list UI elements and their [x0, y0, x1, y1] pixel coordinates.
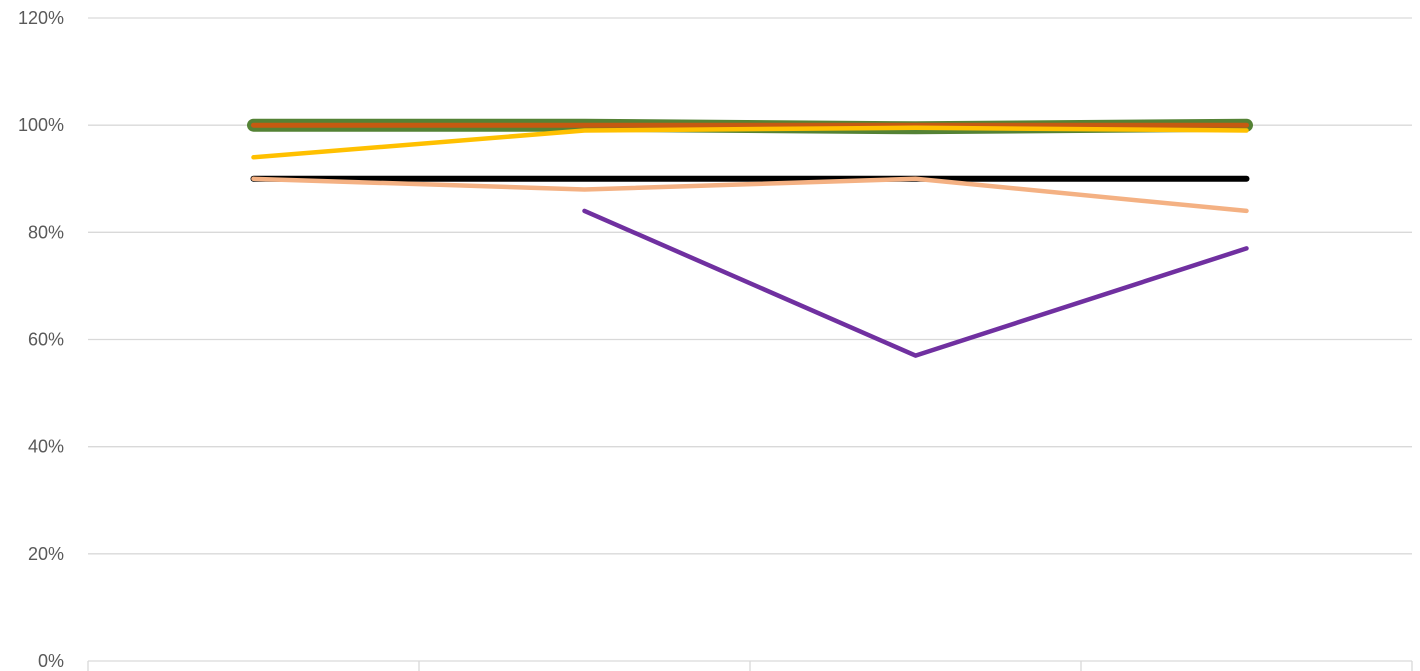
y-tick-label: 40%: [28, 437, 64, 457]
y-tick-label: 20%: [28, 544, 64, 564]
y-tick-label: 80%: [28, 222, 64, 242]
y-tick-label: 120%: [18, 8, 64, 28]
series-line-2: [582, 208, 1249, 358]
series-line-5: [251, 125, 1249, 160]
x-category-dividers: [87, 661, 1413, 671]
y-tick-label: 60%: [28, 330, 64, 350]
y-axis-tick-labels: 0% 20% 40% 60% 80% 100% 120%: [18, 8, 64, 671]
gridlines: [88, 17, 1412, 662]
series-lines: [247, 118, 1253, 358]
series-line-1: [251, 176, 1249, 214]
y-tick-label: 100%: [18, 115, 64, 135]
y-tick-label: 0%: [38, 651, 64, 671]
